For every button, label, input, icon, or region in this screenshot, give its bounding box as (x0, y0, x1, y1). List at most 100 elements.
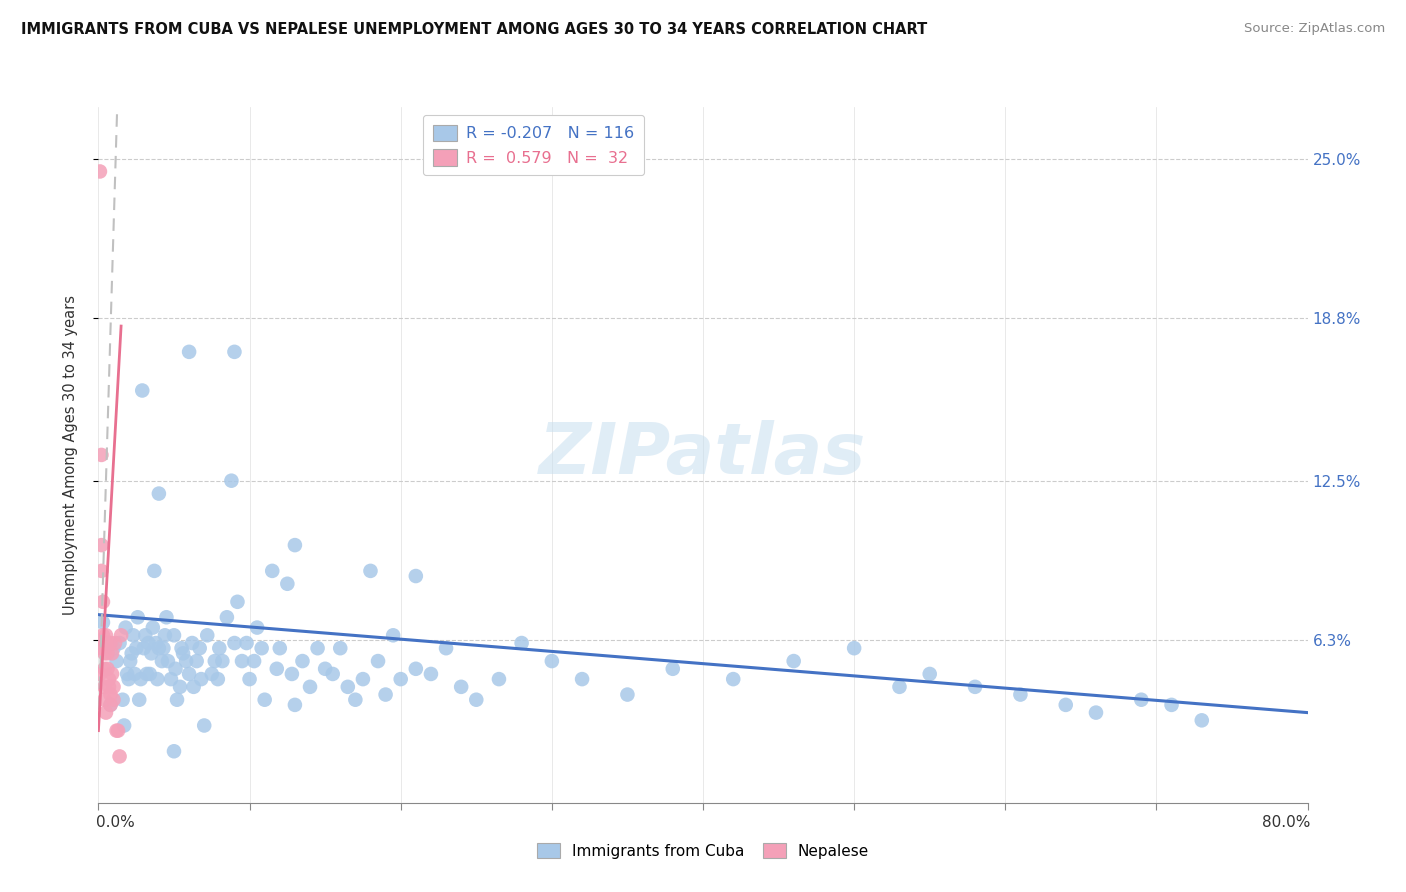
Point (208, 641, 231, 656)
Point (94, 628, 117, 642)
Point (131, 384, 153, 398)
Point (105, 723, 128, 738)
Point (93, 646, 115, 660)
Point (165, 662, 187, 676)
Point (169, 680, 191, 694)
Point (100, 698, 122, 712)
Point (142, 621, 165, 635)
Point (136, 636, 159, 650)
Legend: Immigrants from Cuba, Nepalese: Immigrants from Cuba, Nepalese (531, 837, 875, 864)
Point (96, 662, 118, 676)
Point (100, 636, 122, 650)
Point (291, 654, 314, 668)
Point (100, 688, 122, 702)
Point (89, 641, 111, 656)
Point (163, 628, 186, 642)
Point (90, 564, 112, 578)
Point (98, 672, 121, 686)
Point (262, 564, 284, 578)
Point (243, 654, 266, 668)
Point (450, 680, 472, 694)
Point (120, 654, 142, 668)
Point (128, 692, 150, 706)
Point (141, 646, 163, 660)
Point (170, 641, 193, 656)
Point (127, 610, 149, 624)
Point (307, 641, 329, 656)
Text: 80.0%: 80.0% (1261, 815, 1310, 830)
Point (246, 621, 269, 635)
Point (160, 672, 183, 686)
Point (112, 718, 135, 732)
Point (215, 610, 238, 624)
Point (783, 654, 806, 668)
Point (91, 641, 114, 656)
Point (322, 667, 344, 681)
Point (465, 692, 488, 706)
Point (360, 564, 382, 578)
Point (150, 654, 173, 668)
Point (108, 636, 131, 650)
Text: Source: ZipAtlas.com: Source: ZipAtlas.com (1244, 22, 1385, 36)
Point (148, 641, 170, 656)
Point (134, 628, 156, 642)
Point (382, 628, 405, 642)
Text: IMMIGRANTS FROM CUBA VS NEPALESE UNEMPLOYMENT AMONG AGES 30 TO 34 YEARS CORRELAT: IMMIGRANTS FROM CUBA VS NEPALESE UNEMPLO… (21, 22, 928, 37)
Point (434, 641, 457, 656)
Point (405, 569, 427, 583)
Point (352, 672, 374, 686)
Point (104, 636, 127, 650)
Point (314, 662, 336, 676)
Text: 0.0%: 0.0% (96, 815, 135, 830)
Point (100, 698, 122, 712)
Point (91, 615, 114, 630)
Point (172, 646, 194, 660)
Point (174, 654, 197, 668)
Point (488, 672, 510, 686)
Point (89, 667, 111, 681)
Point (129, 672, 152, 686)
Point (153, 628, 176, 642)
Point (329, 641, 352, 656)
Point (105, 654, 128, 668)
Point (183, 680, 205, 694)
Point (344, 692, 367, 706)
Point (1054, 698, 1077, 712)
Point (1191, 714, 1213, 728)
Point (125, 641, 148, 656)
Point (94, 706, 117, 720)
Point (276, 576, 298, 591)
Point (148, 486, 170, 500)
Point (98, 680, 121, 694)
Point (124, 667, 146, 681)
Point (844, 641, 866, 656)
Point (115, 667, 138, 681)
Point (90, 538, 112, 552)
Point (284, 538, 307, 552)
Point (723, 672, 745, 686)
Point (420, 667, 443, 681)
Point (152, 641, 174, 656)
Point (253, 692, 276, 706)
Point (224, 636, 246, 650)
Point (90, 448, 112, 462)
Point (1160, 698, 1182, 712)
Y-axis label: Unemployment Among Ages 30 to 34 years: Unemployment Among Ages 30 to 34 years (63, 295, 77, 615)
Point (226, 595, 249, 609)
Point (239, 672, 262, 686)
Point (281, 667, 304, 681)
Point (193, 718, 215, 732)
Point (186, 654, 208, 668)
Point (89, 164, 111, 178)
Point (118, 672, 141, 686)
Point (135, 667, 157, 681)
Point (250, 641, 273, 656)
Point (231, 654, 253, 668)
Point (211, 654, 233, 668)
Point (103, 680, 125, 694)
Point (122, 628, 145, 642)
Point (146, 672, 169, 686)
Point (389, 672, 412, 686)
Point (269, 641, 291, 656)
Point (188, 641, 211, 656)
